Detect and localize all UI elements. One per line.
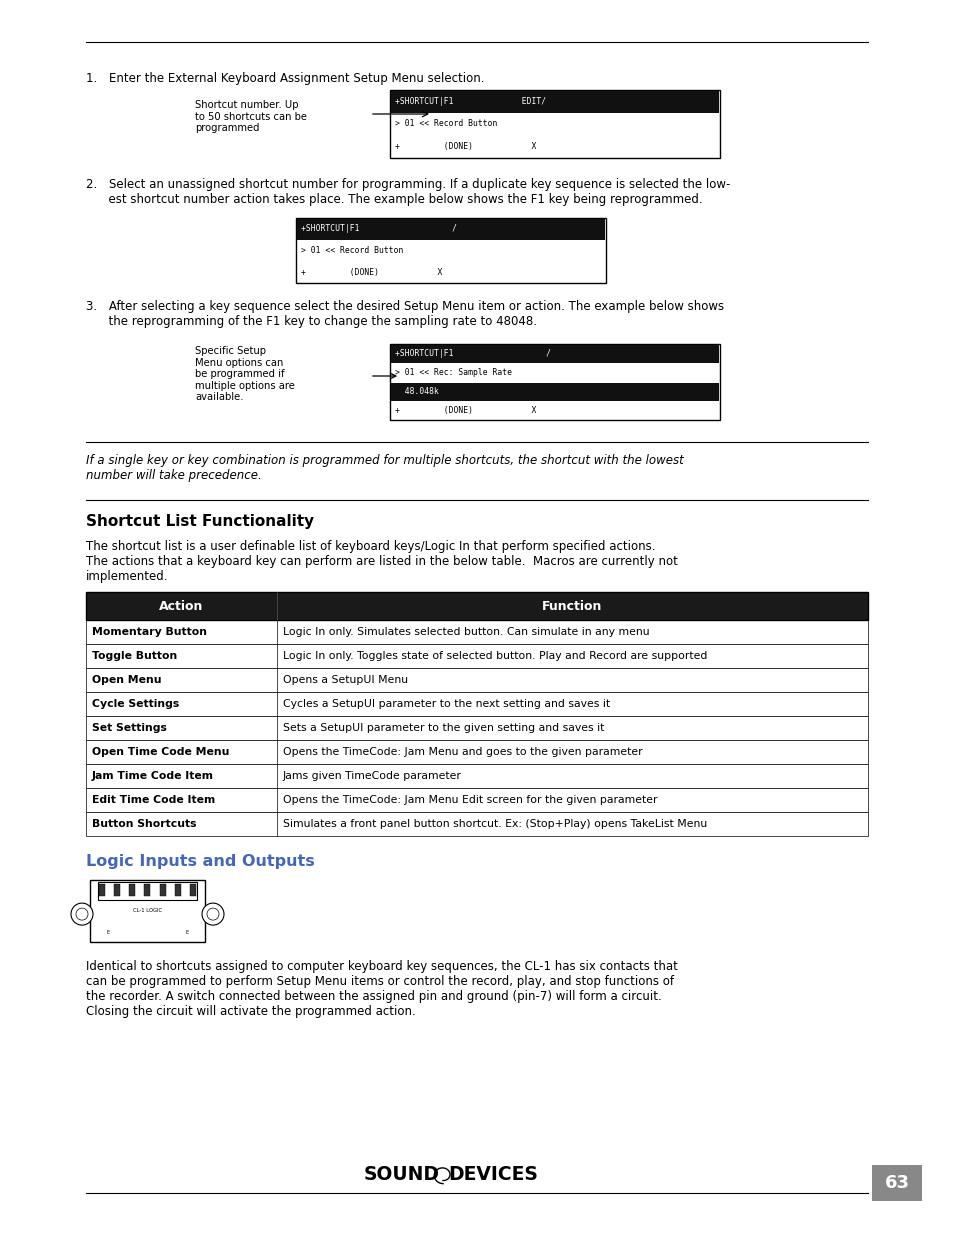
Circle shape [71,903,92,925]
Circle shape [207,908,219,920]
Text: Opens the TimeCode: Jam Menu Edit screen for the given parameter: Opens the TimeCode: Jam Menu Edit screen… [283,795,657,805]
Bar [871,1165,921,1200]
Text: DEVICES: DEVICES [448,1166,537,1184]
Bar [86,668,867,692]
Text: +         (DONE)            X: + (DONE) X [395,142,540,151]
Bar [98,882,196,900]
Bar [295,219,605,283]
Bar [130,884,135,897]
Text: Action: Action [159,599,204,613]
Bar [86,692,867,716]
Circle shape [202,903,224,925]
Bar [296,219,604,240]
Text: Shortcut number. Up
to 50 shortcuts can be
programmed: Shortcut number. Up to 50 shortcuts can … [194,100,307,133]
Text: +         (DONE)            X: + (DONE) X [301,268,452,277]
Text: Momentary Button: Momentary Button [91,627,207,637]
Text: 2. Select an unassigned shortcut number for programming. If a duplicate key sequ: 2. Select an unassigned shortcut number … [86,178,730,206]
Text: 48.048k: 48.048k [395,387,545,396]
Text: 63: 63 [883,1174,908,1192]
Bar [174,884,181,897]
Bar [86,592,867,620]
Text: Jam Time Code Item: Jam Time Code Item [91,771,213,781]
Text: Function: Function [541,599,602,613]
Text: > 01 << Record Button: > 01 << Record Button [301,246,452,254]
Text: Shortcut List Functionality: Shortcut List Functionality [86,514,314,529]
Text: The shortcut list is a user definable list of keyboard keys/Logic In that perfor: The shortcut list is a user definable li… [86,540,678,583]
Text: Logic In only. Simulates selected button. Can simulate in any menu: Logic In only. Simulates selected button… [283,627,649,637]
Text: +SHORTCUT|F1              EDIT/: +SHORTCUT|F1 EDIT/ [395,96,545,106]
Bar [391,91,719,112]
Text: Open Menu: Open Menu [91,676,161,685]
Bar [99,884,105,897]
Text: E: E [107,930,110,935]
Text: Jams given TimeCode parameter: Jams given TimeCode parameter [283,771,461,781]
Text: > 01 << Record Button: > 01 << Record Button [395,120,540,128]
Bar [86,764,867,788]
Text: Sets a SetupUI parameter to the given setting and saves it: Sets a SetupUI parameter to the given se… [283,722,604,734]
Text: 1. Enter the External Keyboard Assignment Setup Menu selection.: 1. Enter the External Keyboard Assignmen… [86,72,484,85]
Bar [391,383,719,401]
Bar [86,716,867,740]
Text: Edit Time Code Item: Edit Time Code Item [91,795,215,805]
Text: Opens a SetupUI Menu: Opens a SetupUI Menu [283,676,408,685]
Text: If a single key or key combination is programmed for multiple shortcuts, the sho: If a single key or key combination is pr… [86,454,683,482]
Bar [86,643,867,668]
Bar [390,90,720,158]
Bar [390,345,720,420]
Bar [86,740,867,764]
Text: Logic In only. Toggles state of selected button. Play and Record are supported: Logic In only. Toggles state of selected… [283,651,706,661]
Text: Toggle Button: Toggle Button [91,651,177,661]
Bar [86,811,867,836]
Text: Identical to shortcuts assigned to computer keyboard key sequences, the CL-1 has: Identical to shortcuts assigned to compu… [86,960,678,1018]
Bar [86,788,867,811]
Text: Open Time Code Menu: Open Time Code Menu [91,747,229,757]
Text: Simulates a front panel button shortcut. Ex: (Stop+Play) opens TakeList Menu: Simulates a front panel button shortcut.… [283,819,706,829]
Text: +SHORTCUT|F1                   /: +SHORTCUT|F1 / [395,350,551,358]
Text: 3. After selecting a key sequence select the desired Setup Menu item or action. : 3. After selecting a key sequence select… [86,300,723,329]
Text: Specific Setup
Menu options can
be programmed if
multiple options are
available.: Specific Setup Menu options can be progr… [194,346,294,403]
Text: SOUND: SOUND [364,1166,439,1184]
Bar [159,884,166,897]
Text: Button Shortcuts: Button Shortcuts [91,819,196,829]
Text: Cycles a SetupUI parameter to the next setting and saves it: Cycles a SetupUI parameter to the next s… [283,699,610,709]
Text: Logic Inputs and Outputs: Logic Inputs and Outputs [86,853,314,869]
Text: > 01 << Rec: Sample Rate: > 01 << Rec: Sample Rate [395,368,545,377]
Bar [114,884,120,897]
Text: Cycle Settings: Cycle Settings [91,699,179,709]
Text: CL-1 LOGIC: CL-1 LOGIC [132,908,162,913]
Text: +         (DONE)            X: + (DONE) X [395,406,545,415]
Bar [391,345,719,363]
Circle shape [76,908,88,920]
Bar [90,881,205,942]
Text: E: E [185,930,189,935]
Text: Set Settings: Set Settings [91,722,167,734]
Text: Opens the TimeCode: Jam Menu and goes to the given parameter: Opens the TimeCode: Jam Menu and goes to… [283,747,642,757]
Bar [190,884,195,897]
Bar [86,620,867,643]
Text: +SHORTCUT|F1                   /: +SHORTCUT|F1 / [301,225,456,233]
Bar [144,884,151,897]
